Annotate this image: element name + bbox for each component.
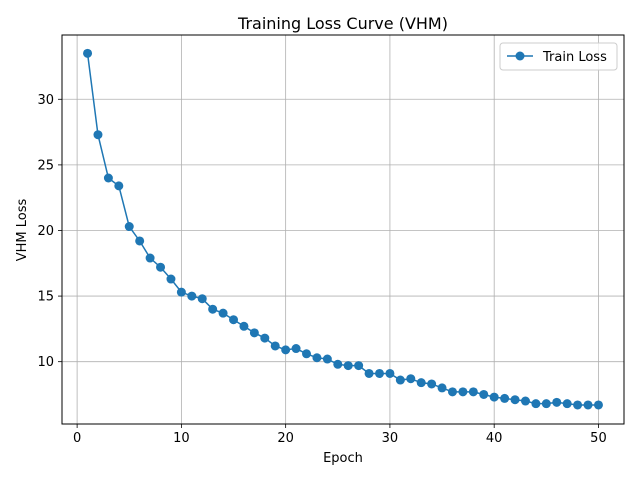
x-axis-ticks: 0 10 20 30 40 50 xyxy=(73,424,607,446)
data-point xyxy=(197,294,207,304)
data-point xyxy=(229,315,239,325)
data-point xyxy=(437,383,447,393)
x-tick-label: 0 xyxy=(73,431,81,446)
data-point xyxy=(447,387,457,397)
data-point xyxy=(333,359,343,369)
data-point xyxy=(312,353,322,363)
data-point xyxy=(500,393,510,403)
data-point xyxy=(260,333,270,343)
data-point xyxy=(593,400,603,410)
data-point xyxy=(562,399,572,409)
data-point xyxy=(416,378,426,388)
data-point xyxy=(281,345,291,355)
data-point xyxy=(218,308,228,318)
data-point xyxy=(291,344,301,354)
data-point xyxy=(83,48,93,58)
data-point xyxy=(103,173,113,183)
data-point xyxy=(239,321,249,331)
data-point xyxy=(135,236,145,246)
data-point xyxy=(427,379,437,389)
data-point xyxy=(145,253,155,263)
data-point xyxy=(479,389,489,399)
y-tick-label: 20 xyxy=(37,224,54,239)
data-point xyxy=(249,328,259,338)
data-point xyxy=(343,361,353,371)
y-axis-ticks: 10 15 20 25 30 xyxy=(37,93,62,370)
data-point xyxy=(583,400,593,410)
y-tick-label: 15 xyxy=(37,290,54,305)
data-point xyxy=(573,400,583,410)
y-tick-label: 10 xyxy=(37,355,54,370)
data-point xyxy=(489,392,499,402)
data-point xyxy=(322,354,332,364)
x-tick-label: 20 xyxy=(277,431,294,446)
x-tick-label: 30 xyxy=(382,431,399,446)
x-tick-label: 40 xyxy=(486,431,503,446)
data-point xyxy=(395,375,405,385)
data-point xyxy=(510,395,520,405)
data-point xyxy=(208,304,218,314)
data-point xyxy=(114,181,124,191)
legend: Train Loss xyxy=(499,42,618,71)
data-point xyxy=(468,387,478,397)
legend-marker xyxy=(515,51,525,61)
x-tick-label: 50 xyxy=(590,431,607,446)
plot-frame xyxy=(61,34,625,425)
x-tick-label: 10 xyxy=(173,431,190,446)
data-point xyxy=(552,397,562,407)
y-tick-label: 25 xyxy=(37,158,54,173)
legend-box xyxy=(499,42,618,71)
y-axis-label: VHM Loss xyxy=(15,199,30,262)
data-point xyxy=(520,396,530,406)
data-point xyxy=(270,341,280,351)
data-point xyxy=(354,361,364,371)
legend-label: Train Loss xyxy=(542,50,607,65)
data-point xyxy=(541,399,551,409)
data-point xyxy=(385,368,395,378)
data-point xyxy=(531,399,541,409)
data-point xyxy=(302,349,312,359)
grid-lines xyxy=(62,35,624,424)
data-point xyxy=(124,222,134,232)
data-point xyxy=(166,274,176,284)
chart-title: Training Loss Curve (VHM) xyxy=(237,14,448,33)
data-point xyxy=(458,387,468,397)
data-point xyxy=(406,374,416,384)
y-tick-label: 30 xyxy=(37,93,54,108)
data-point xyxy=(156,262,166,272)
series-points xyxy=(83,48,603,410)
data-point xyxy=(176,287,186,297)
data-point xyxy=(93,130,103,140)
data-point xyxy=(364,368,374,378)
data-point xyxy=(374,368,384,378)
x-axis-label: Epoch xyxy=(323,451,363,466)
data-point xyxy=(187,291,197,301)
